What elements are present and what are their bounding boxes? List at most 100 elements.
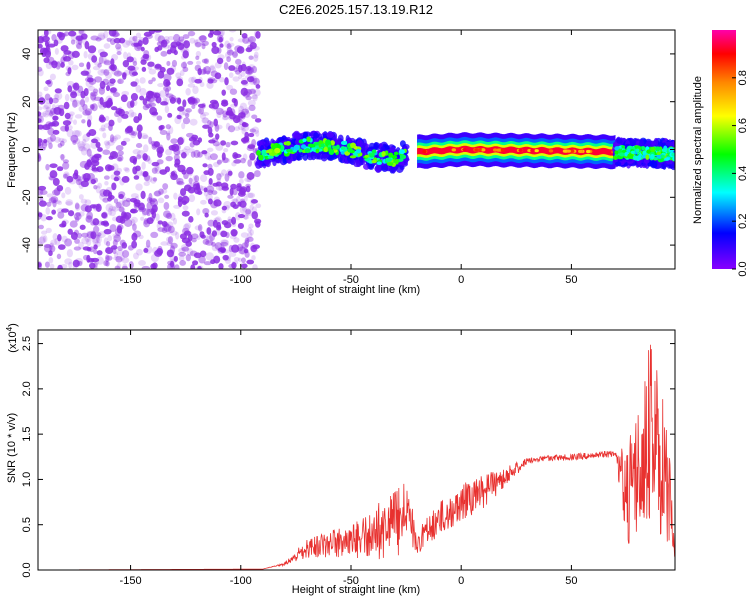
spectrogram-x-label: Height of straight line (km) <box>292 284 420 296</box>
blob-core <box>274 147 281 154</box>
noise-mark <box>50 134 56 142</box>
noise-mark <box>240 232 249 238</box>
noise-mark <box>99 97 104 105</box>
blob-halo <box>653 137 659 146</box>
noise-mark <box>162 183 169 190</box>
noise-mark <box>49 263 55 269</box>
noise-mark <box>38 153 41 162</box>
blob-core <box>302 138 307 143</box>
noise-mark <box>240 71 246 78</box>
noise-mark <box>185 240 192 247</box>
noise-mark <box>43 30 49 37</box>
noise-mark <box>234 158 242 164</box>
noise-mark <box>115 144 124 151</box>
noise-mark <box>121 242 128 249</box>
noise-mark <box>125 126 133 134</box>
noise-mark <box>251 255 256 261</box>
noise-mark <box>241 257 246 263</box>
noise-mark <box>125 40 133 46</box>
noise-mark <box>155 96 162 104</box>
blob-halo <box>255 161 263 166</box>
blob-core <box>364 158 371 162</box>
noise-mark <box>121 175 130 183</box>
noise-mark <box>165 226 172 235</box>
noise-mark <box>39 47 48 55</box>
blob-core <box>399 154 407 160</box>
noise-mark <box>203 261 212 266</box>
noise-mark <box>220 241 229 247</box>
y-tick-label: 2.0 <box>21 381 33 396</box>
noise-mark <box>181 169 187 175</box>
noise-mark <box>84 108 93 116</box>
noise-mark <box>180 61 188 69</box>
noise-mark <box>116 249 124 256</box>
noise-mark <box>107 123 114 132</box>
noise-mark <box>38 112 47 118</box>
noise-mark <box>183 230 191 236</box>
noise-mark <box>92 65 101 71</box>
noise-mark <box>45 163 50 171</box>
noise-mark <box>220 239 229 244</box>
noise-mark <box>182 223 190 232</box>
noise-mark <box>253 51 259 59</box>
noise-mark <box>229 36 234 42</box>
noise-mark <box>48 243 54 251</box>
noise-mark <box>87 86 96 92</box>
noise-mark <box>63 101 70 110</box>
noise-mark <box>175 231 180 240</box>
noise-mark <box>84 235 91 243</box>
noise-mark <box>51 103 56 111</box>
noise-mark <box>38 66 43 72</box>
noise-mark <box>80 147 88 156</box>
noise-mark <box>220 140 227 146</box>
noise-mark <box>163 73 172 82</box>
noise-mark <box>207 77 216 82</box>
noise-mark <box>199 35 207 43</box>
noise-mark <box>65 201 73 206</box>
band-highlight <box>578 149 583 153</box>
noise-mark <box>161 227 168 234</box>
noise-mark <box>38 106 43 111</box>
noise-mark <box>213 199 222 207</box>
noise-mark <box>112 239 118 247</box>
blob-core <box>660 154 665 159</box>
noise-mark <box>247 88 257 95</box>
noise-mark <box>47 127 55 136</box>
noise-mark <box>116 200 125 208</box>
noise-mark <box>164 105 170 114</box>
noise-mark <box>165 236 173 243</box>
blob-core <box>335 144 340 150</box>
noise-mark <box>48 142 53 150</box>
noise-mark <box>83 50 88 59</box>
noise-mark <box>212 219 218 228</box>
blob-core <box>672 156 675 162</box>
noise-mark <box>98 116 106 123</box>
noise-mark <box>101 211 108 220</box>
noise-mark <box>134 204 139 210</box>
blob-halo <box>389 146 396 153</box>
noise-mark <box>85 215 94 223</box>
noise-mark <box>92 225 100 233</box>
noise-mark <box>247 159 253 167</box>
noise-mark <box>173 149 181 156</box>
blob-halo <box>313 132 319 139</box>
noise-mark <box>102 132 107 139</box>
noise-mark <box>176 39 184 48</box>
noise-mark <box>102 55 107 65</box>
blob-core <box>650 153 655 160</box>
blob-halo <box>353 159 361 168</box>
noise-mark <box>104 123 110 129</box>
x-tick-label: -150 <box>120 575 142 587</box>
noise-mark <box>145 103 151 109</box>
noise-mark <box>205 235 210 242</box>
blob-halo <box>616 139 623 144</box>
noise-mark <box>228 30 237 33</box>
noise-mark <box>176 114 182 120</box>
noise-mark <box>143 181 150 187</box>
blob-core <box>306 136 311 142</box>
noise-mark <box>97 32 106 40</box>
noise-mark <box>146 201 153 211</box>
noise-mark <box>160 39 168 48</box>
snr-scale-label: (x104) <box>5 323 19 353</box>
noise-mark <box>93 244 98 250</box>
